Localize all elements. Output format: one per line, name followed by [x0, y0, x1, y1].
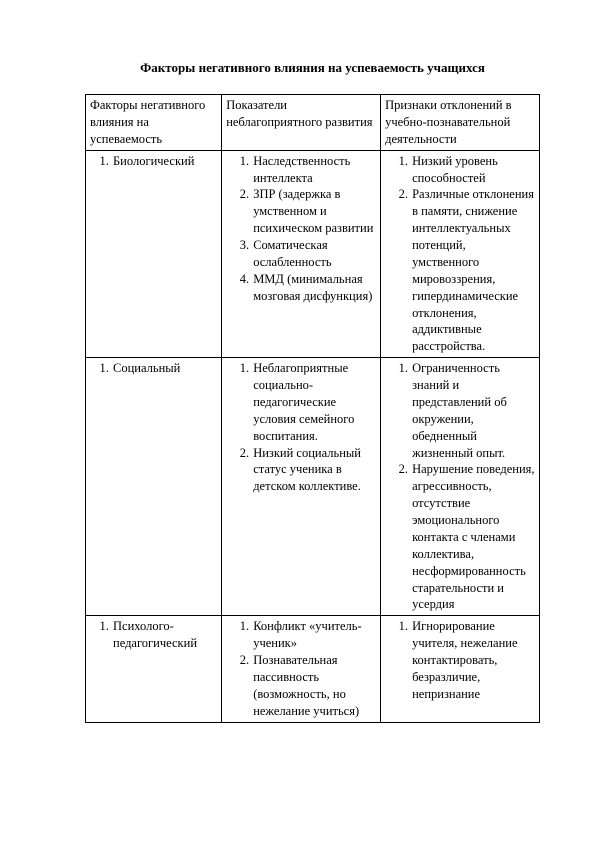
factor-item: Психолого-педагогический [112, 618, 217, 652]
indicator-item: Конфликт «учитель-ученик» [252, 618, 376, 652]
factor-item: Социальный [112, 360, 217, 377]
indicator-item: Соматическая ослабленность [252, 237, 376, 271]
table-body: Биологический Наследственность интеллекта… [86, 150, 540, 722]
indicator-item: Неблагоприятные социально-педагогические… [252, 360, 376, 444]
table-row: Социальный Неблагоприятные социально-педа… [86, 358, 540, 616]
factor-cell: Психолого-педагогический [86, 616, 222, 722]
factors-table: Факторы негативного влияния на успеваемо… [85, 94, 540, 723]
indicator-item: Наследственность интеллекта [252, 153, 376, 187]
header-col2: Показатели неблагоприятного развития [222, 95, 381, 151]
signs-cell: Игнорирование учителя, нежелание контакт… [381, 616, 540, 722]
sign-item: Ограниченность знаний и представлений об… [411, 360, 535, 461]
sign-item: Нарушение поведения, агрессивность, отсу… [411, 461, 535, 613]
signs-cell: Ограниченность знаний и представлений об… [381, 358, 540, 616]
indicator-item: ММД (минимальная мозговая дисфункция) [252, 271, 376, 305]
factor-cell: Социальный [86, 358, 222, 616]
indicator-item: ЗПР (задержка в умственном и психическом… [252, 186, 376, 237]
indicators-cell: Наследственность интеллектаЗПР (задержка… [222, 150, 381, 358]
table-header-row: Факторы негативного влияния на успеваемо… [86, 95, 540, 151]
page-title: Факторы негативного влияния на успеваемо… [85, 60, 540, 76]
sign-item: Игнорирование учителя, нежелание контакт… [411, 618, 535, 702]
sign-item: Низкий уровень способностей [411, 153, 535, 187]
indicator-item: Низкий социальный статус ученика в детск… [252, 445, 376, 496]
page: Факторы негативного влияния на успеваемо… [0, 0, 595, 763]
table-row: Психолого-педагогическийКонфликт «учител… [86, 616, 540, 722]
factor-cell: Биологический [86, 150, 222, 358]
table-row: Биологический Наследственность интеллекта… [86, 150, 540, 358]
signs-cell: Низкий уровень способностейРазличные отк… [381, 150, 540, 358]
header-col1: Факторы негативного влияния на успеваемо… [86, 95, 222, 151]
factor-item: Биологический [112, 153, 217, 170]
header-col3: Признаки отклонений в учебно-познаватель… [381, 95, 540, 151]
sign-item: Различные отклонения в памяти, снижение … [411, 186, 535, 355]
indicators-cell: Конфликт «учитель-ученик»Познавательная … [222, 616, 381, 722]
indicator-item: Познавательная пассивность (возможность,… [252, 652, 376, 720]
indicators-cell: Неблагоприятные социально-педагогические… [222, 358, 381, 616]
